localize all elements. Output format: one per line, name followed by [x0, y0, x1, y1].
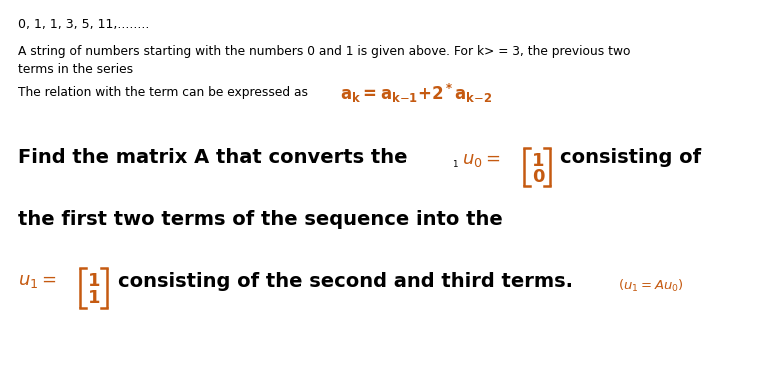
Text: 0: 0 — [532, 168, 544, 186]
Text: 1: 1 — [87, 289, 100, 307]
Text: The relation with the term can be expressed as: The relation with the term can be expres… — [18, 86, 308, 99]
Text: the first two terms of the sequence into the: the first two terms of the sequence into… — [18, 210, 503, 229]
Text: consisting of the second and third terms.: consisting of the second and third terms… — [118, 272, 573, 291]
Text: 0, 1, 1, 3, 5, 11,........: 0, 1, 1, 3, 5, 11,........ — [18, 18, 149, 31]
Text: $u_1 =$: $u_1 =$ — [18, 272, 56, 290]
Text: terms in the series: terms in the series — [18, 63, 133, 76]
Text: consisting of: consisting of — [560, 148, 701, 167]
Text: $u_0 =$: $u_0 =$ — [462, 151, 501, 169]
Text: 1: 1 — [532, 152, 544, 170]
Text: A string of numbers starting with the numbers 0 and 1 is given above. For k> = 3: A string of numbers starting with the nu… — [18, 45, 630, 58]
Text: $(u_1 = Au_0)$: $(u_1 = Au_0)$ — [618, 278, 684, 294]
Text: $\mathbf{a_k{=}a_{k\mathsf{-}1}{+}2^*a_{k\mathsf{-}2}}$: $\mathbf{a_k{=}a_{k\mathsf{-}1}{+}2^*a_{… — [340, 82, 492, 105]
Text: Find the matrix A that converts the: Find the matrix A that converts the — [18, 148, 408, 167]
Text: $_1$: $_1$ — [452, 157, 459, 170]
Text: 1: 1 — [87, 272, 100, 290]
